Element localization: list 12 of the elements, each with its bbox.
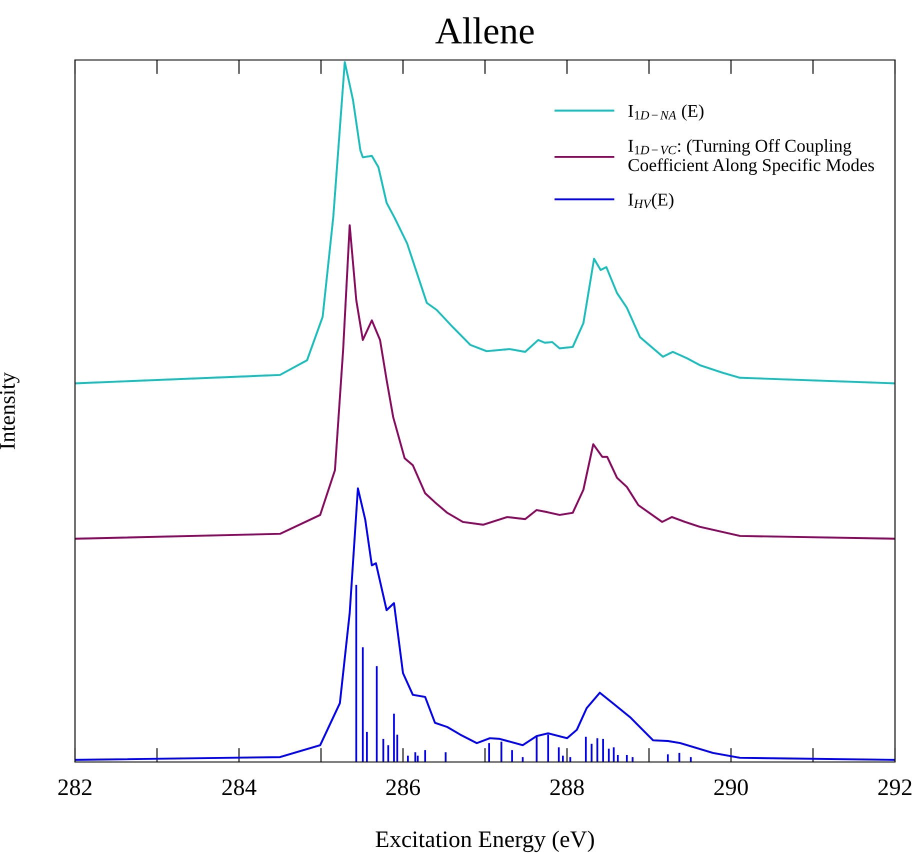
legend-label: I$_{1D−NA}$ (E): [628, 104, 704, 121]
x-tick-label: 282: [58, 779, 92, 796]
chart-title: Allene: [435, 17, 534, 44]
legend-label: I$_{HV}$(E): [628, 192, 674, 210]
x-tick-label: 284: [222, 779, 256, 796]
x-tick-label: 292: [878, 779, 912, 796]
x-tick-label: 288: [550, 779, 584, 796]
x-tick-label: 290: [714, 779, 748, 796]
x-axis-title: Excitation Energy (eV): [376, 830, 594, 852]
y-axis-title: Intensity: [0, 372, 20, 450]
x-tick-label: 286: [386, 779, 420, 796]
legend-label: I$_{1D−VC}$: (Turning Off Coupling Coefficient Along Specific Modes: [628, 138, 874, 175]
